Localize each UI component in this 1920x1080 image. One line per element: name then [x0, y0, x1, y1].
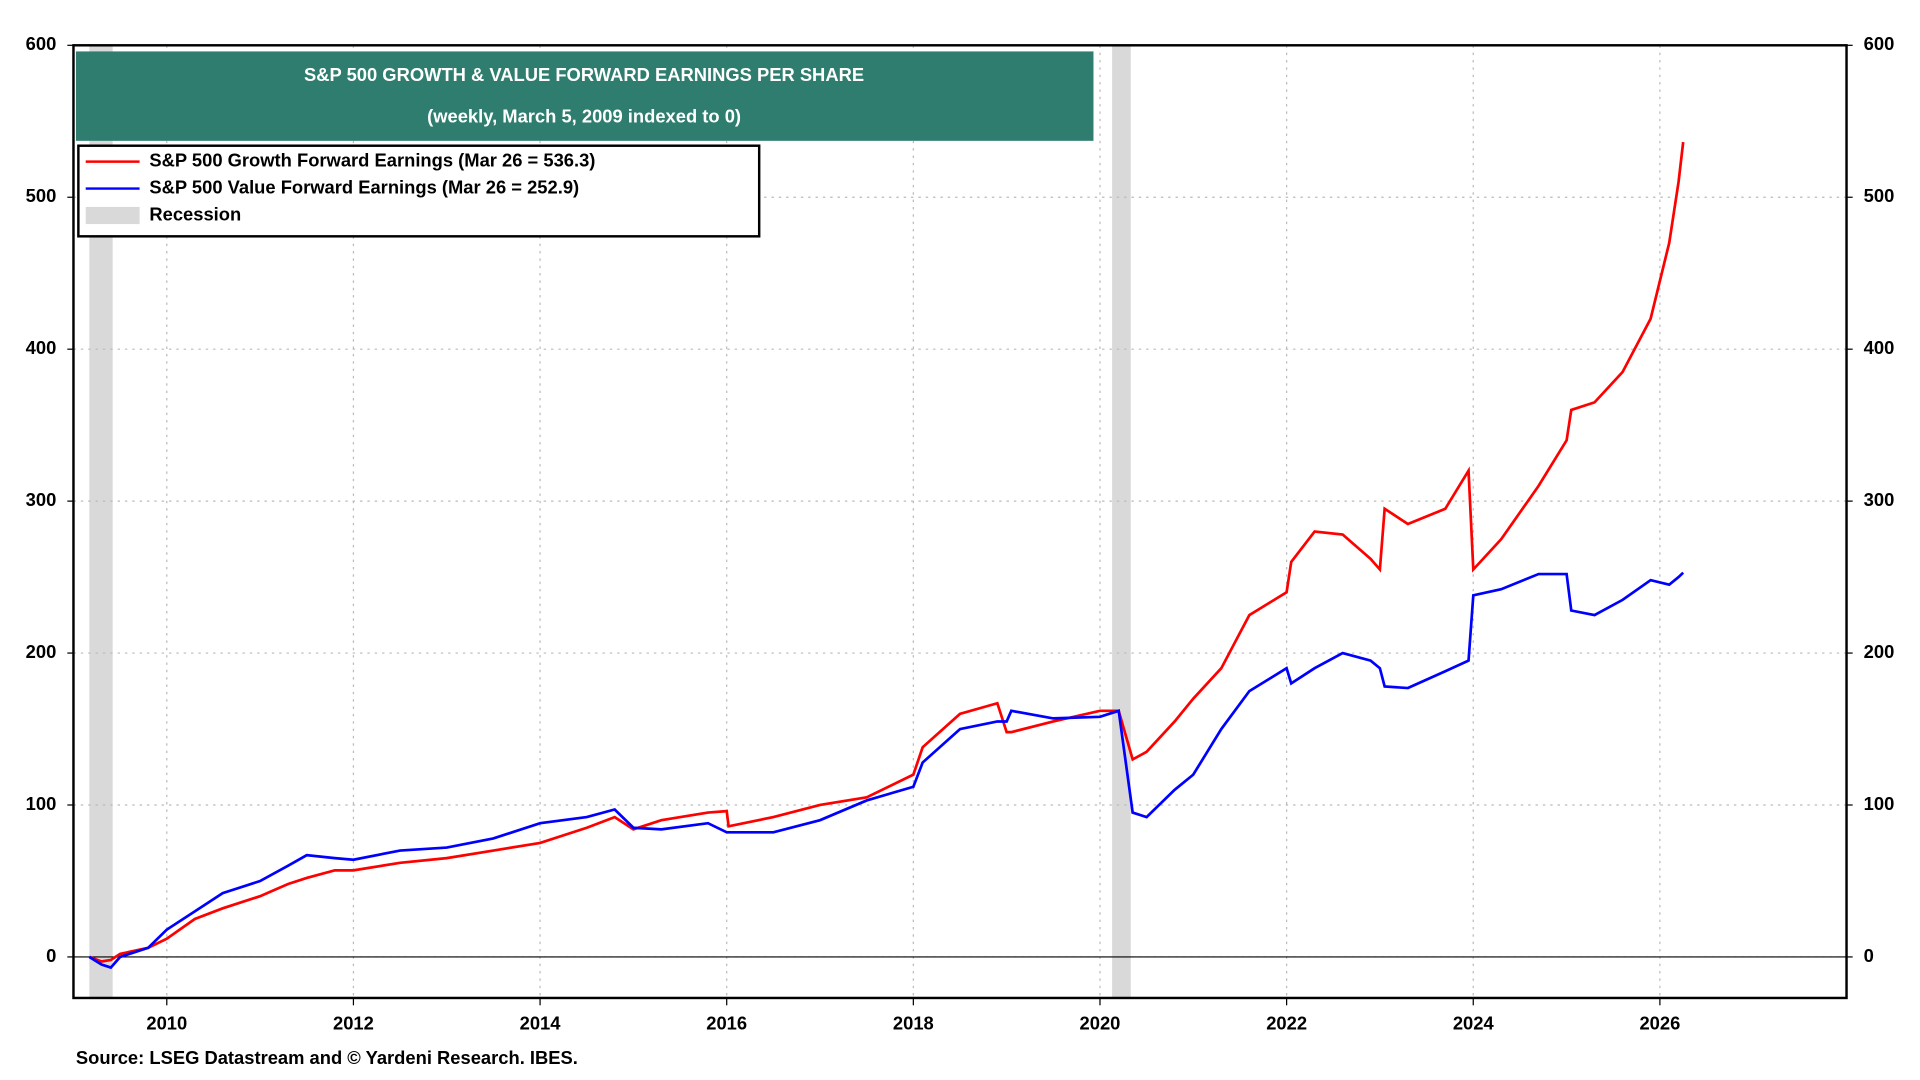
y-tick-label: 300	[26, 489, 57, 510]
x-tick-label: 2022	[1266, 1013, 1307, 1034]
legend-label: S&P 500 Growth Forward Earnings (Mar 26 …	[149, 149, 595, 170]
x-tick-label: 2026	[1639, 1013, 1680, 1034]
y-tick-label: 400	[26, 337, 57, 358]
y-tick-label: 600	[26, 33, 57, 54]
x-tick-label: 2012	[333, 1013, 374, 1034]
x-tick-label: 2014	[520, 1013, 562, 1034]
title-box	[75, 51, 1094, 141]
y-tick-label: 200	[26, 641, 57, 662]
y2-tick-label: 300	[1864, 489, 1895, 510]
y2-tick-label: 400	[1864, 337, 1895, 358]
chart-title: S&P 500 GROWTH & VALUE FORWARD EARNINGS …	[304, 64, 864, 85]
x-tick-label: 2010	[146, 1013, 187, 1034]
legend-swatch	[85, 206, 140, 225]
y-tick-label: 0	[46, 945, 56, 966]
legend-box	[77, 144, 761, 238]
y2-tick-label: 500	[1864, 185, 1895, 206]
y-tick-label: 500	[26, 185, 57, 206]
y2-tick-label: 0	[1864, 945, 1874, 966]
x-tick-label: 2016	[706, 1013, 747, 1034]
chart-subtitle: (weekly, March 5, 2009 indexed to 0)	[427, 105, 741, 126]
x-tick-label: 2020	[1080, 1013, 1121, 1034]
x-tick-label: 2024	[1453, 1013, 1495, 1034]
series-line	[88, 571, 1685, 970]
y-tick-label: 100	[26, 793, 57, 814]
y2-tick-label: 600	[1864, 33, 1895, 54]
legend-label: S&P 500 Value Forward Earnings (Mar 26 =…	[149, 176, 579, 197]
series-line	[88, 141, 1685, 963]
legend-label: Recession	[149, 203, 241, 224]
plot-frame	[72, 44, 1848, 1000]
y2-tick-label: 200	[1864, 641, 1895, 662]
recession-band	[89, 45, 113, 998]
source: Source: LSEG Datastream and © Yardeni Re…	[76, 1047, 578, 1068]
x-tick-label: 2018	[893, 1013, 934, 1034]
y2-tick-label: 100	[1864, 793, 1895, 814]
recession-band	[1112, 45, 1131, 998]
